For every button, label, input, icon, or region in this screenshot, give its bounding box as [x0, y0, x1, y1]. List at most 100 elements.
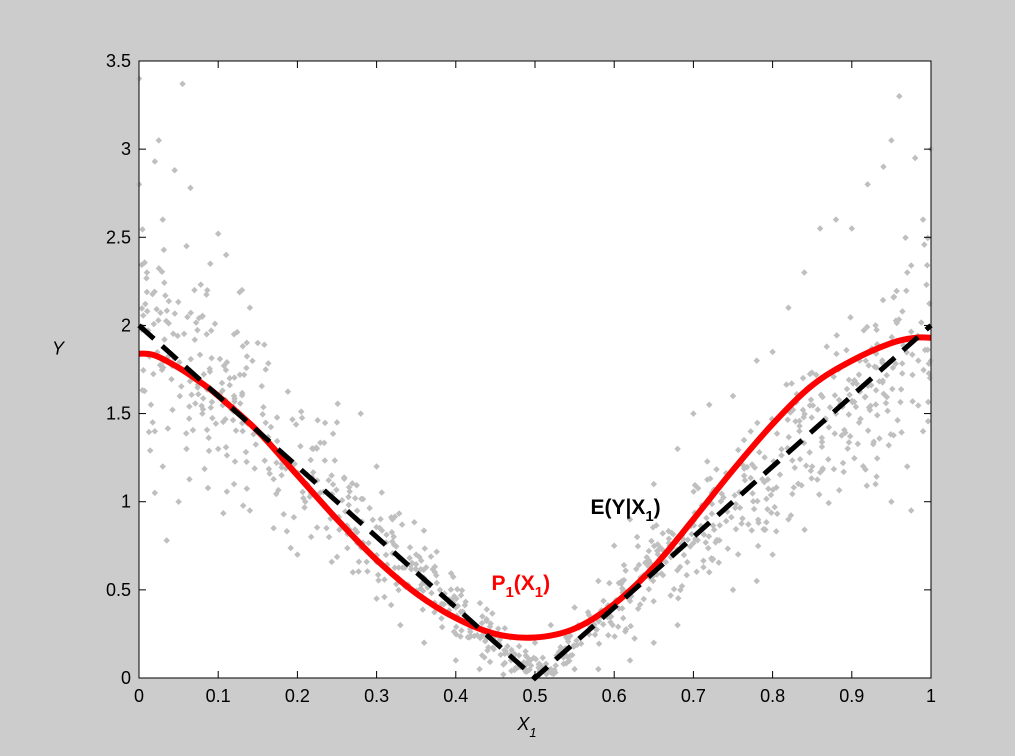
x-tick-label: 0.8: [760, 686, 785, 706]
scatter-point: [239, 343, 247, 350]
scatter-point: [395, 586, 402, 594]
scatter-point: [515, 643, 523, 650]
scatter-point: [704, 458, 711, 465]
scatter-point: [458, 627, 465, 634]
scatter-point: [762, 526, 769, 533]
scatter-point: [670, 585, 678, 593]
scatter-point: [355, 558, 363, 566]
scatter-point: [843, 385, 851, 393]
x-axis-label: X1: [516, 714, 536, 740]
scatter-point: [614, 623, 622, 631]
scatter-point: [329, 481, 337, 488]
scatter-point: [366, 504, 373, 512]
scatter-point: [420, 639, 428, 646]
scatter-point: [674, 567, 681, 574]
scatter-point: [522, 648, 529, 655]
x-tick-label: 1: [926, 686, 936, 706]
scatter-point: [796, 422, 803, 430]
scatter-point: [283, 528, 291, 535]
scatter-point: [214, 445, 222, 453]
scatter-point: [715, 559, 723, 566]
scatter-point: [833, 332, 840, 339]
scatter-point: [557, 643, 564, 651]
scatter-point: [351, 495, 359, 502]
scatter-point: [796, 417, 803, 425]
scatter-point: [157, 309, 164, 316]
scatter-point: [486, 658, 494, 666]
scatter-point: [145, 428, 153, 436]
scatter-point: [313, 524, 321, 531]
scatter-point: [290, 514, 298, 521]
scatter-point: [199, 312, 206, 320]
scatter-point: [143, 307, 151, 315]
scatter-point: [476, 599, 484, 607]
scatter-point: [489, 610, 496, 617]
scatter-point: [191, 286, 198, 294]
scatter-point: [645, 547, 653, 555]
scatter-point: [899, 370, 906, 377]
scatter-point: [194, 384, 201, 391]
scatter-point: [387, 601, 395, 609]
scatter-point: [764, 476, 772, 483]
scatter-point: [175, 498, 182, 505]
scatter-point: [909, 371, 916, 379]
scatter-point: [309, 469, 317, 476]
scatter-point: [239, 427, 246, 435]
scatter-point: [397, 621, 404, 629]
scatter-point: [267, 423, 275, 431]
scatter-point: [207, 327, 215, 334]
scatter-point: [450, 573, 457, 581]
scatter-point: [207, 260, 214, 267]
scatter-point: [231, 374, 238, 381]
scatter-point: [230, 480, 238, 488]
scatter-point: [176, 392, 184, 400]
scatter-point: [278, 472, 285, 479]
scatter-point: [923, 281, 930, 289]
scatter-point: [883, 372, 890, 379]
scatter-point: [179, 80, 186, 88]
scatter-point: [818, 434, 826, 442]
x-tick-label: 0.3: [364, 686, 389, 706]
scatter-point: [619, 614, 627, 622]
scatter-point: [739, 515, 746, 522]
scatter-point: [431, 608, 438, 616]
scatter-point: [880, 390, 887, 398]
scatter-point: [143, 288, 151, 296]
scatter-point: [395, 564, 402, 571]
scatter-point: [552, 662, 560, 669]
scatter-point: [865, 362, 872, 369]
scatter-point: [353, 481, 360, 489]
x-axis-label-main: X: [516, 714, 530, 734]
scatter-point: [819, 465, 827, 472]
scatter-point: [785, 433, 792, 441]
scatter-point: [317, 439, 324, 447]
scatter-point: [355, 568, 362, 575]
scatter-point: [453, 623, 460, 631]
scatter-point: [778, 452, 785, 459]
y-tick-label: 3: [121, 139, 131, 159]
scatter-point: [204, 484, 212, 492]
scatter-point: [863, 482, 871, 489]
scatter-point: [226, 374, 233, 382]
scatter-point: [297, 442, 304, 450]
scatter-point: [239, 502, 247, 509]
scatter-point: [763, 518, 770, 526]
scatter-point: [801, 526, 808, 534]
scatter-point: [814, 406, 821, 413]
scatter-point: [163, 317, 170, 325]
scatter-point: [627, 622, 634, 630]
scatter-point: [847, 314, 854, 321]
scatter-point: [819, 393, 826, 401]
scatter-point: [243, 353, 251, 360]
y-tick-label: 2: [121, 315, 131, 335]
scatter-point: [313, 445, 321, 452]
scatter-point: [668, 529, 676, 537]
scatter-point: [147, 401, 155, 408]
scatter-point: [907, 262, 915, 269]
scatter-point: [261, 457, 268, 464]
scatter-point: [845, 411, 853, 418]
scatter-point: [807, 467, 815, 475]
scatter-point: [650, 480, 658, 488]
scatter-point: [185, 415, 193, 422]
annotation-p1-label: P1(X1): [491, 572, 550, 601]
